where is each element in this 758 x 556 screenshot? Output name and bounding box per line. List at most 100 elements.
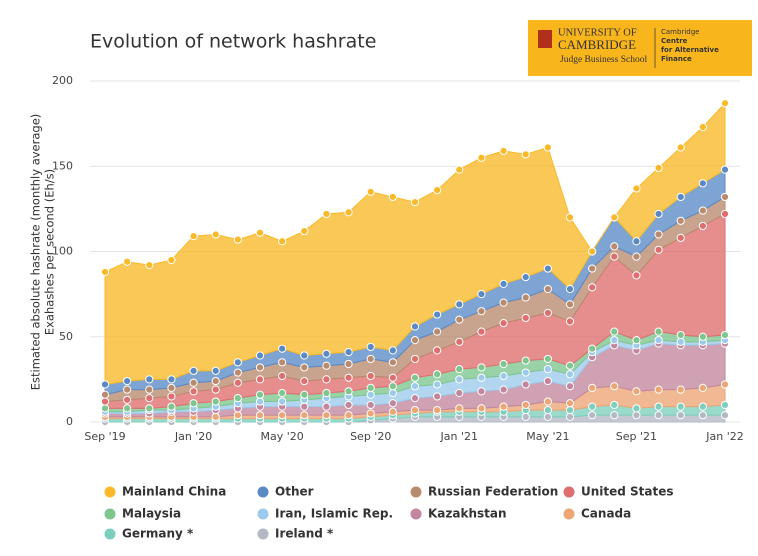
legend-item[interactable]: Germany * bbox=[104, 527, 195, 541]
point bbox=[100, 390, 110, 399]
point bbox=[499, 146, 508, 156]
point bbox=[610, 336, 619, 345]
point bbox=[300, 226, 309, 236]
legend-item[interactable]: Canada bbox=[563, 507, 632, 521]
point bbox=[654, 411, 663, 420]
point bbox=[698, 411, 707, 420]
point bbox=[521, 150, 530, 159]
point bbox=[565, 412, 575, 421]
legend-label: Other bbox=[275, 485, 314, 499]
point bbox=[410, 373, 420, 382]
point bbox=[521, 380, 530, 389]
logo-text: Centre bbox=[661, 37, 688, 45]
point bbox=[300, 402, 309, 411]
point bbox=[610, 411, 619, 420]
point bbox=[455, 365, 464, 374]
point bbox=[521, 313, 530, 323]
point bbox=[167, 255, 176, 265]
point bbox=[588, 383, 597, 392]
point bbox=[610, 242, 619, 251]
point bbox=[410, 382, 420, 391]
point bbox=[698, 402, 707, 411]
point bbox=[388, 373, 397, 382]
point bbox=[499, 385, 508, 394]
point bbox=[565, 370, 575, 379]
point bbox=[255, 411, 265, 420]
point bbox=[410, 394, 420, 403]
chart-title: Evolution of network hashrate bbox=[90, 31, 376, 53]
point bbox=[543, 397, 552, 406]
legend-item[interactable]: Other bbox=[257, 485, 314, 499]
point bbox=[654, 336, 663, 345]
point bbox=[543, 354, 552, 364]
point bbox=[654, 209, 663, 219]
y-axis-label: Estimated absolute hashrate (monthly ave… bbox=[29, 114, 43, 391]
point bbox=[521, 272, 530, 282]
point bbox=[676, 143, 685, 152]
point bbox=[565, 405, 575, 415]
y-tick-label: 100 bbox=[52, 245, 73, 258]
legend-item[interactable]: United States bbox=[563, 485, 674, 499]
point bbox=[477, 290, 486, 299]
legend-item[interactable]: Russian Federation bbox=[410, 485, 559, 499]
point bbox=[565, 300, 575, 309]
point bbox=[233, 378, 242, 387]
point bbox=[499, 359, 508, 369]
point bbox=[632, 411, 641, 420]
point bbox=[477, 363, 486, 372]
point bbox=[211, 366, 220, 375]
point bbox=[344, 387, 353, 396]
point bbox=[366, 400, 375, 410]
legend-marker bbox=[257, 528, 269, 540]
point bbox=[720, 192, 730, 202]
point bbox=[278, 358, 287, 367]
point bbox=[300, 363, 309, 372]
point bbox=[211, 376, 220, 386]
point bbox=[255, 363, 265, 372]
point bbox=[388, 382, 397, 391]
point bbox=[477, 327, 486, 336]
point bbox=[255, 375, 265, 384]
point bbox=[720, 400, 730, 410]
point bbox=[189, 387, 198, 396]
point bbox=[433, 346, 442, 355]
point bbox=[366, 383, 375, 392]
legend-item[interactable]: Kazakhstan bbox=[410, 507, 507, 521]
point bbox=[322, 402, 331, 411]
legend-label: Germany * bbox=[122, 527, 194, 541]
legend-label: Iran, Islamic Rep. bbox=[275, 507, 393, 521]
point bbox=[654, 385, 663, 394]
point bbox=[322, 361, 331, 370]
point bbox=[521, 356, 530, 365]
logo-box bbox=[528, 20, 752, 76]
legend-item[interactable]: Malaysia bbox=[104, 507, 182, 521]
point bbox=[344, 400, 353, 410]
point bbox=[433, 380, 442, 389]
point bbox=[344, 373, 353, 382]
logo-shield bbox=[538, 30, 552, 48]
x-tick-label: Jan '20 bbox=[174, 430, 212, 443]
point bbox=[300, 376, 309, 386]
point bbox=[543, 308, 552, 317]
point bbox=[145, 261, 154, 270]
point bbox=[388, 346, 397, 355]
logo-text: Finance bbox=[661, 55, 692, 63]
point bbox=[366, 371, 375, 381]
legend-label: Ireland * bbox=[275, 527, 334, 541]
legend-item[interactable]: Ireland * bbox=[257, 527, 335, 541]
point bbox=[610, 327, 619, 336]
point bbox=[410, 197, 420, 207]
legend-label: Canada bbox=[581, 507, 631, 521]
logo-text: for Alternative bbox=[661, 46, 719, 54]
point bbox=[278, 344, 287, 353]
point bbox=[543, 264, 552, 273]
point bbox=[632, 336, 641, 345]
point bbox=[255, 397, 265, 406]
legend-marker bbox=[410, 486, 422, 498]
point bbox=[521, 412, 530, 421]
legend-item[interactable]: Iran, Islamic Rep. bbox=[257, 507, 394, 521]
point bbox=[433, 370, 442, 379]
legend-item[interactable]: Mainland China bbox=[104, 485, 227, 499]
point bbox=[632, 387, 641, 396]
point bbox=[610, 213, 619, 222]
